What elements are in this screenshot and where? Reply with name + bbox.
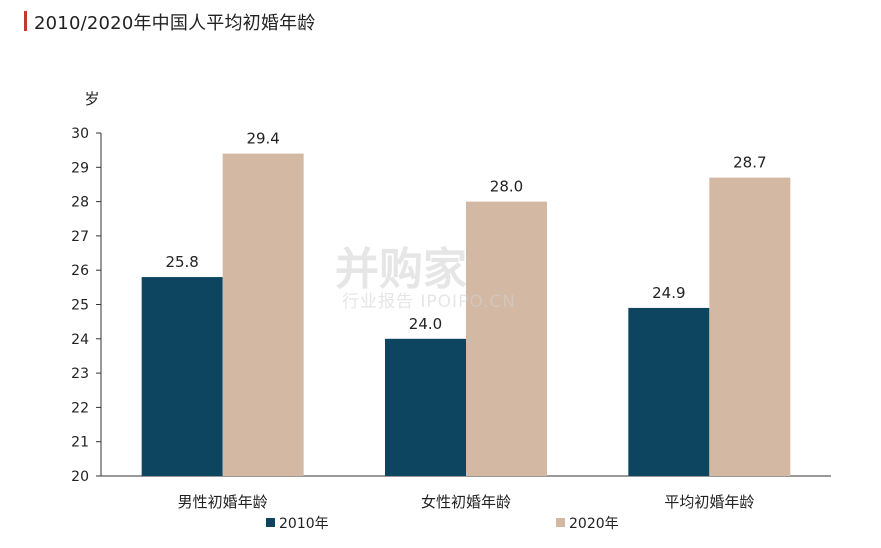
x-tick-label: 男性初婚年龄 — [178, 493, 268, 511]
y-tick-label: 25 — [71, 298, 89, 314]
watermark-sub-text: 行业报告 IPOIPO.CN — [342, 292, 516, 312]
title-accent-bar — [24, 11, 27, 31]
y-tick-label: 27 — [71, 229, 89, 245]
data-label: 28.7 — [733, 154, 766, 172]
y-axis-unit-label: 岁 — [84, 90, 99, 108]
bar — [628, 307, 710, 476]
legend-swatch — [556, 518, 565, 527]
legend-label: 2010年 — [279, 516, 329, 532]
chart-title: 2010/2020年中国人平均初婚年龄 — [34, 13, 316, 34]
data-label: 25.8 — [165, 253, 198, 271]
x-tick-label: 女性初婚年龄 — [421, 493, 511, 511]
legend-swatch — [266, 518, 275, 527]
y-tick-label: 22 — [71, 400, 89, 416]
bar — [385, 338, 466, 476]
data-label: 28.0 — [490, 178, 523, 196]
y-tick-label: 21 — [71, 435, 89, 451]
y-tick-label: 26 — [71, 263, 89, 279]
y-tick-label: 24 — [71, 332, 89, 348]
data-label: 24.9 — [652, 284, 685, 302]
bar — [466, 201, 547, 476]
y-tick-label: 29 — [71, 160, 89, 176]
y-tick-label: 23 — [71, 366, 89, 382]
watermark: 并购家 行业报告 IPOIPO.CN — [335, 244, 516, 312]
data-label: 29.4 — [246, 130, 279, 148]
y-tick-label: 28 — [71, 195, 89, 211]
data-label: 24.0 — [409, 315, 442, 333]
x-tick-label: 平均初婚年龄 — [664, 493, 754, 511]
legend-label: 2020年 — [569, 516, 619, 532]
y-tick-label: 30 — [71, 126, 89, 142]
y-tick-label: 20 — [71, 469, 89, 485]
bar — [222, 153, 304, 476]
watermark-main-text: 并购家 — [335, 244, 467, 295]
bar — [709, 177, 791, 476]
bar — [141, 277, 223, 476]
